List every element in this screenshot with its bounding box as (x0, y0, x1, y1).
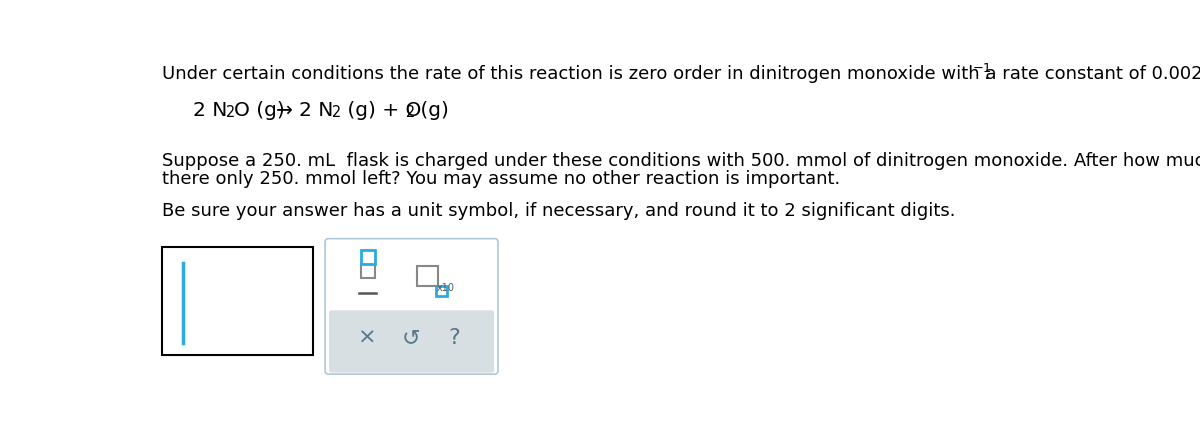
FancyBboxPatch shape (329, 310, 494, 373)
Text: :: : (984, 65, 990, 82)
Text: →: → (276, 101, 293, 120)
Text: Be sure your answer has a unit symbol, if necessary, and round it to 2 significa: Be sure your answer has a unit symbol, i… (162, 203, 955, 220)
Text: (g): (g) (414, 101, 449, 120)
Text: O (g): O (g) (234, 101, 286, 120)
Text: 2: 2 (332, 105, 341, 121)
Bar (418, 266, 438, 286)
Text: Suppose a 250. mL  flask is charged under these conditions with 500. mmol of din: Suppose a 250. mL flask is charged under… (162, 152, 1200, 170)
Bar (361, 250, 374, 264)
Bar (361, 264, 374, 278)
FancyBboxPatch shape (325, 239, 498, 374)
Text: Under certain conditions the rate of this reaction is zero order in dinitrogen m: Under certain conditions the rate of thi… (162, 65, 1200, 82)
Text: x10: x10 (437, 283, 455, 293)
Text: ↺: ↺ (402, 328, 420, 348)
Text: ?: ? (449, 328, 460, 348)
Text: (g) + O: (g) + O (341, 101, 421, 120)
Text: 2 N: 2 N (193, 101, 227, 120)
Text: 2: 2 (406, 105, 415, 121)
Bar (436, 286, 446, 297)
Text: ×: × (358, 328, 377, 348)
Text: 2 N: 2 N (299, 101, 334, 120)
Bar (162, 247, 313, 355)
Text: there only 250. mmol left? You may assume no other reaction is important.: there only 250. mmol left? You may assum… (162, 170, 840, 188)
Text: −1: −1 (973, 61, 992, 74)
Text: 2: 2 (226, 105, 235, 121)
